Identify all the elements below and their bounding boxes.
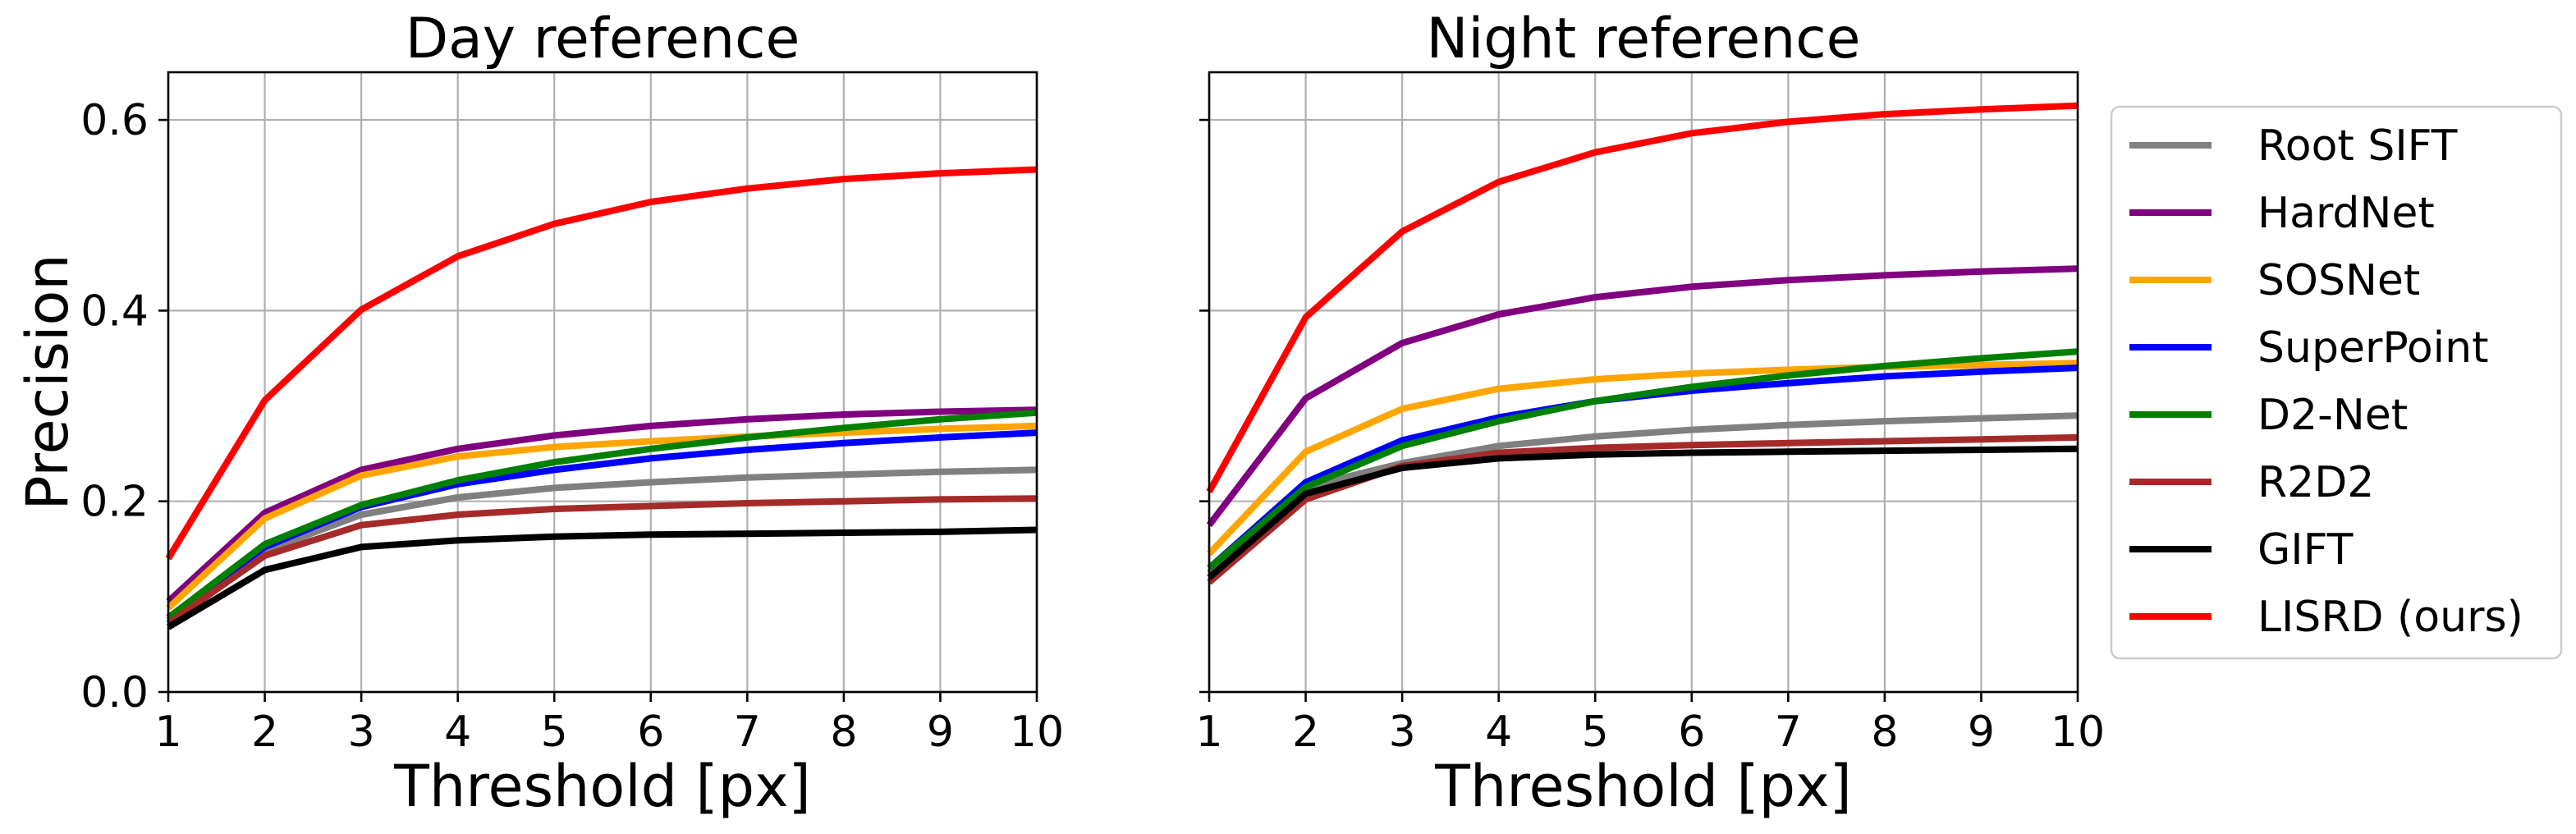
night-series-lisrd-ours	[1206, 102, 2079, 494]
legend-item-gift: GIFT	[2129, 525, 2354, 575]
day-x-tick-label: 9	[927, 708, 954, 757]
night-x-tick-label: 3	[1389, 708, 1416, 757]
day-x-tick-label: 8	[830, 708, 857, 757]
day-x-tick-label: 4	[444, 708, 471, 757]
legend-label: R2D2	[2257, 458, 2374, 507]
night-x-tick-label: 6	[1678, 708, 1705, 757]
legend-label: Root SIFT	[2257, 121, 2458, 171]
day-y-tick-label: 0.6	[80, 96, 149, 145]
day-series	[165, 166, 1038, 630]
day-x-tick-label: 3	[348, 708, 375, 757]
legend-label: D2-Net	[2257, 391, 2408, 440]
night-x-tick-label: 9	[1968, 708, 1995, 757]
legend-label: LISRD (ours)	[2257, 593, 2523, 642]
day-plot-frame	[167, 71, 1038, 694]
day-series-gift	[166, 526, 1038, 630]
legend: Root SIFT HardNet SOSNet SuperPoint D2-Net R2…	[2110, 105, 2563, 660]
night-x-tick-label: 10	[2051, 708, 2105, 757]
day-chart-title: Day reference	[406, 7, 800, 71]
day-series-d2-net	[166, 409, 1038, 621]
night-x-tick-label: 1	[1195, 708, 1222, 757]
legend-item-lisrd-ours: LISRD (ours)	[2129, 593, 2523, 642]
day-y-tick-label: 0.0	[80, 668, 149, 717]
night-chart-title: Night reference	[1427, 7, 1861, 71]
day-x-tick-label: 5	[541, 708, 568, 757]
night-ticks: 1 2 3 4 5 6 7 8 9 10	[1195, 118, 2105, 757]
night-x-tick-label: 5	[1582, 708, 1609, 757]
day-series-r2d2	[166, 495, 1038, 626]
day-series-lisrd-ours	[165, 166, 1038, 561]
night-x-tick-label: 8	[1871, 708, 1898, 757]
night-series-sosnet	[1207, 360, 2079, 557]
legend-box	[2110, 105, 2563, 660]
night-series-gift	[1207, 445, 2079, 580]
night-series-d2-net	[1207, 348, 2079, 571]
legend-item-d2-net: D2-Net	[2129, 391, 2408, 440]
legend-item-sosnet: SOSNet	[2129, 256, 2420, 305]
night-reference-panel: 1 2 3 4 5 6 7 8 9 10 Night reference Threshold [p…	[1195, 7, 2105, 820]
day-y-tick-label: 0.4	[80, 286, 149, 336]
night-series	[1206, 102, 2079, 585]
legend-item-hardnet: HardNet	[2129, 189, 2435, 238]
night-series-root-sift	[1207, 412, 2079, 575]
day-x-tick-label: 6	[637, 708, 664, 757]
day-x-tick-label: 10	[1010, 708, 1064, 757]
legend-item-root-sift: Root SIFT	[2129, 121, 2458, 171]
day-x-tick-label: 7	[734, 708, 761, 757]
legend-item-r2d2: R2D2	[2129, 458, 2374, 507]
legend-label: GIFT	[2257, 525, 2354, 575]
night-series-hardnet	[1206, 265, 2079, 528]
legend-label: SuperPoint	[2257, 323, 2488, 373]
day-series-sosnet	[166, 422, 1038, 611]
night-plot-frame	[1208, 71, 2079, 694]
night-x-tick-label: 4	[1485, 708, 1512, 757]
night-x-tick-label: 2	[1292, 708, 1319, 757]
night-x-axis-label: Threshold [px]	[1434, 753, 1852, 820]
legend-label: HardNet	[2257, 189, 2435, 238]
day-x-tick-label: 2	[251, 708, 278, 757]
day-ticks: 1 2 3 4 5 6 7 8 9 10 0.0 0.2 0.4 0.6	[80, 96, 1064, 757]
legend-item-superpoint: SuperPoint	[2129, 323, 2488, 373]
night-x-tick-label: 7	[1775, 708, 1802, 757]
day-series-root-sift	[166, 466, 1038, 624]
day-series-hardnet	[166, 406, 1038, 604]
day-y-tick-label: 0.2	[80, 478, 149, 527]
day-x-tick-label: 1	[154, 708, 181, 757]
day-reference-panel: 1 2 3 4 5 6 7 8 9 10 0.0 0.2 0.4 0.6 Day reference Th…	[14, 7, 1064, 820]
day-y-axis-label: Precision	[14, 254, 81, 510]
day-x-axis-label: Threshold [px]	[393, 753, 811, 820]
legend-label: SOSNet	[2257, 256, 2420, 305]
